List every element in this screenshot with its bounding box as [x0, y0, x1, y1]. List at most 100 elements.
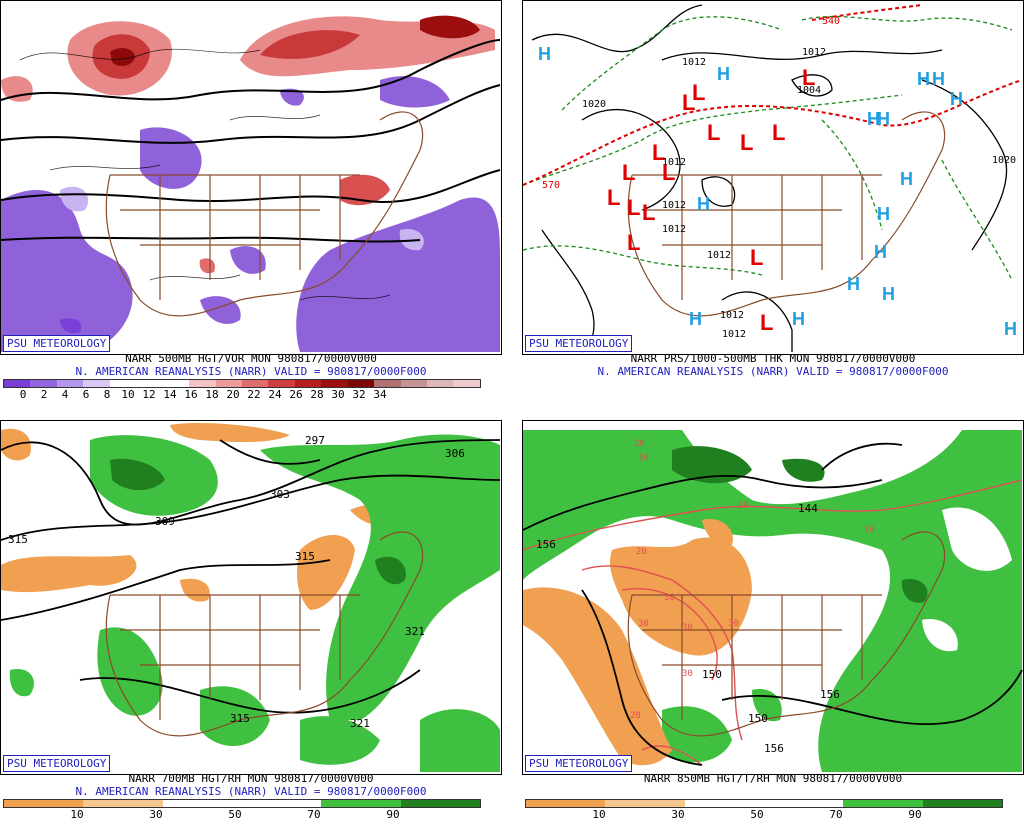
isobars — [531, 4, 1008, 353]
height-contours — [522, 442, 1023, 766]
colorbar-segment — [241, 380, 269, 387]
isobar-label: 1012 — [662, 224, 686, 235]
high-symbol: H — [917, 69, 930, 89]
height-label: 321 — [405, 625, 425, 638]
colorbar-segment — [4, 380, 31, 387]
high-symbol: H — [697, 194, 710, 214]
colorbar-tick-label: 20 — [226, 388, 240, 401]
low-symbol: L — [627, 230, 640, 255]
t850-map: 156 144 150 150 156 156 10 10 10 20 20 3… — [522, 421, 1023, 773]
colorbar-segment — [109, 380, 137, 387]
valid-time: N. AMERICAN REANALYSIS (NARR) VALID = 98… — [75, 365, 427, 378]
low-symbol: L — [760, 310, 773, 335]
colorbar-segment — [321, 800, 401, 807]
colorbar-tick-label: 8 — [103, 388, 111, 401]
colorbar-tick-label: 10 — [121, 388, 135, 401]
colorbar-segment — [763, 800, 844, 807]
colorbar-segment — [136, 380, 163, 387]
colorbar-tick-label: 30 — [671, 808, 685, 821]
chart-title: NARR 850MB HGT/T/RH MON 980817/0000V000 — [643, 772, 903, 785]
colorbar-tick-label: 32 — [352, 388, 366, 401]
height-label: 297 — [305, 434, 325, 447]
thickness-contours — [522, 15, 1013, 281]
panel-700mb-rh: 297 303 309 315 315 315 321 321 306 PSU … — [0, 420, 502, 821]
low-symbol: L — [662, 160, 675, 185]
height-label: 321 — [350, 717, 370, 730]
high-vorticity-fill — [1, 15, 495, 334]
low-symbol: L — [707, 120, 720, 145]
height-label: 315 — [8, 533, 28, 546]
psu-meteorology-badge: PSU METEOROLOGY — [3, 755, 111, 772]
colorbar-segment — [526, 800, 606, 807]
colorbar-tick-label: 22 — [247, 388, 261, 401]
colorbar-segment — [30, 380, 57, 387]
height-label: 303 — [270, 488, 290, 501]
height-labels: 156 144 150 150 156 156 — [536, 502, 840, 755]
colorbar-segment — [56, 380, 84, 387]
colorbar-segment — [684, 800, 764, 807]
low-symbol: L — [652, 140, 665, 165]
colorbar-tick-label: 26 — [289, 388, 303, 401]
colorbar-segment — [83, 380, 110, 387]
high-symbol: H — [792, 309, 805, 329]
high-symbol: H — [867, 109, 880, 129]
pressure-map: L L L L L L L L L L L L L L L H H H H H … — [522, 1, 1023, 353]
high-symbol: H — [717, 64, 730, 84]
540-thickness — [522, 4, 1023, 186]
colorbar-segment — [215, 380, 242, 387]
temperature-label: 20 — [630, 711, 641, 721]
colorbar-tick-label: 4 — [61, 388, 69, 401]
high-centers: H H H H H H H H H H H H H H H H — [538, 44, 1017, 339]
temperature-label: 30 — [682, 623, 693, 633]
low-symbol: L — [627, 195, 640, 220]
high-symbol: H — [877, 109, 890, 129]
colorbar-segment — [294, 380, 322, 387]
colorbar-segment — [241, 800, 322, 807]
colorbar-segment — [922, 800, 1002, 807]
boundaries — [105, 531, 424, 737]
temperature-contours — [522, 479, 1023, 766]
white-gaps — [922, 507, 1012, 652]
colorbar-tick-label: 14 — [163, 388, 177, 401]
chart-title: NARR 700MB HGT/RH MON 980817/0000V000 — [128, 772, 374, 785]
vorticity-contours — [19, 48, 391, 301]
temperature-label: 10 — [864, 525, 875, 535]
temperature-label: 20 — [634, 439, 645, 449]
temperature-label: 30 — [728, 619, 739, 629]
isobar-labels: 1020 1012 1012 1012 1012 1012 1012 1012 … — [542, 16, 1016, 340]
high-symbol: H — [847, 274, 860, 294]
colorbar-tick-label: 24 — [268, 388, 282, 401]
height-label: 156 — [536, 538, 556, 551]
height-contours — [0, 39, 501, 243]
colorbar-tick-label: 18 — [205, 388, 219, 401]
colorbar-tick-label: 16 — [184, 388, 198, 401]
colorbar-segment — [400, 800, 480, 807]
height-contours — [0, 439, 501, 714]
colorbar-tick-label: 90 — [386, 808, 400, 821]
colorbar-tick-label: 2 — [40, 388, 48, 401]
low-symbol: L — [802, 65, 815, 90]
colorbar-segment — [162, 380, 190, 387]
colorbar-tick-label: 0 — [19, 388, 27, 401]
colorbar-tick-label: 50 — [750, 808, 764, 821]
psu-meteorology-badge: PSU METEOROLOGY — [525, 335, 633, 352]
rh-colorbar — [3, 799, 481, 808]
colorbar-segment — [268, 380, 295, 387]
vorticity-map — [0, 1, 501, 353]
colorbar-segment — [321, 380, 348, 387]
colorbar-tick-label: 6 — [82, 388, 90, 401]
colorbar-segment — [374, 380, 401, 387]
low-symbol: L — [622, 160, 635, 185]
height-label: 150 — [748, 712, 768, 725]
colorbar-tick-label: 70 — [829, 808, 843, 821]
high-symbol: H — [882, 284, 895, 304]
colorbar-segment — [427, 380, 454, 387]
colorbar-segment — [4, 800, 84, 807]
boundaries — [627, 111, 946, 317]
chart-title: NARR 500MB HGT/VOR MON 980817/0000V000 — [125, 352, 377, 365]
high-symbol: H — [950, 89, 963, 109]
colorbar-segment — [83, 800, 163, 807]
isobar-label: 1012 — [720, 310, 744, 321]
isobar-label: 1004 — [797, 85, 821, 96]
colorbar-tick-label: 50 — [228, 808, 242, 821]
